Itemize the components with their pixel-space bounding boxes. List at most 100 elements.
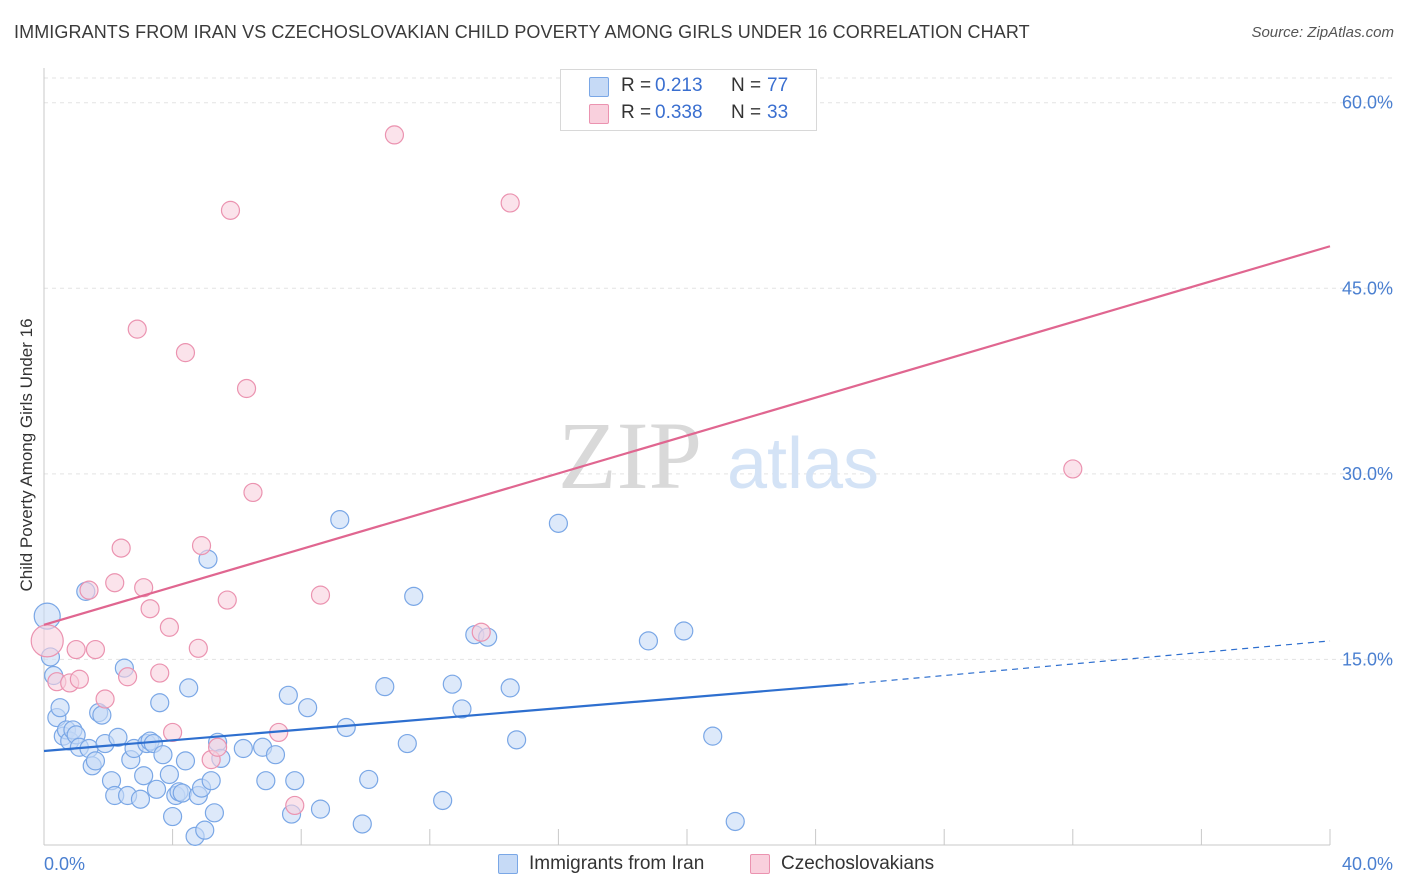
- x-tick-label-min: 0.0%: [44, 854, 85, 874]
- y-tick-label: 15.0%: [1342, 649, 1393, 669]
- iran-point: [298, 698, 318, 718]
- iran-point: [500, 678, 520, 698]
- czech-point: [243, 482, 263, 503]
- y-tick-label: 30.0%: [1342, 464, 1393, 484]
- iran-point: [330, 510, 350, 530]
- czech-point: [236, 378, 257, 399]
- data-points: [30, 125, 1083, 846]
- czech-point: [159, 617, 179, 637]
- czech-point: [69, 669, 89, 689]
- iran-point: [433, 790, 453, 811]
- iran-point: [507, 730, 527, 750]
- legend-r-value: 0.213: [655, 75, 703, 96]
- y-axis-label: Child Poverty Among Girls Under 16: [17, 318, 36, 591]
- iran-point: [134, 766, 154, 786]
- watermark-zip: ZIP: [558, 402, 702, 509]
- legend-swatch-czech: [589, 104, 609, 124]
- chart-title: IMMIGRANTS FROM IRAN VS CZECHOSLOVAKIAN …: [14, 22, 1030, 42]
- iran-point: [85, 751, 106, 771]
- trend-lines: [43, 245, 1331, 753]
- grid: [44, 77, 1392, 660]
- iran-point: [172, 783, 192, 803]
- legend-n-label: N =: [731, 102, 762, 123]
- stats-legend: R = 0.213 N = 77 R = 0.338 N = 33: [560, 69, 817, 131]
- czech-point: [111, 538, 131, 558]
- czech-point: [105, 573, 125, 593]
- axes: [43, 68, 1331, 846]
- iran-point: [674, 621, 694, 641]
- iran-point: [163, 806, 183, 827]
- czech-point: [175, 343, 196, 363]
- czech-point: [140, 599, 160, 619]
- bottom-legend-swatch-iran: [498, 854, 518, 874]
- iran-point: [175, 751, 196, 771]
- iran-point: [725, 811, 745, 832]
- iran-point: [179, 678, 199, 698]
- czech-point: [384, 125, 405, 145]
- iran-trend-line: [43, 683, 848, 753]
- iran-point: [130, 789, 151, 809]
- czech-point: [163, 722, 183, 743]
- czech-point: [208, 737, 228, 757]
- czech-point: [500, 193, 520, 213]
- czech-point: [285, 795, 305, 816]
- iran-point: [452, 699, 472, 719]
- iran-point: [359, 769, 379, 790]
- iran-point: [92, 705, 112, 725]
- iran-point: [638, 631, 659, 651]
- iran-trend-extension: [847, 640, 1331, 685]
- czech-point: [95, 689, 115, 709]
- czech-point: [79, 580, 99, 600]
- iran-point: [256, 771, 276, 791]
- legend-n-label: N =: [731, 75, 762, 96]
- iran-point: [265, 745, 286, 765]
- watermark-atlas: atlas: [727, 424, 879, 504]
- czech-point: [471, 622, 491, 642]
- iran-point: [404, 586, 424, 606]
- iran-point: [201, 771, 221, 791]
- czech-trend-line: [43, 245, 1331, 626]
- czech-point: [310, 585, 331, 605]
- iran-point: [278, 685, 298, 705]
- bottom-legend-swatch-czech: [750, 854, 770, 874]
- iran-point: [397, 733, 417, 754]
- iran-point: [703, 726, 723, 746]
- y-tick-label: 45.0%: [1342, 278, 1393, 298]
- czech-point: [134, 578, 154, 598]
- czech-point: [85, 639, 106, 660]
- chart-source: Source: ZipAtlas.com: [1251, 24, 1394, 41]
- iran-point: [352, 814, 372, 834]
- czech-point: [127, 319, 147, 339]
- iran-point: [375, 677, 395, 697]
- x-tick-label-max: 40.0%: [1342, 854, 1393, 874]
- czech-point: [117, 667, 138, 687]
- czech-point: [188, 638, 208, 658]
- iran-point: [548, 513, 569, 533]
- czech-point: [150, 663, 170, 683]
- iran-point: [150, 693, 170, 713]
- czech-point: [191, 536, 212, 556]
- iran-point: [442, 674, 462, 694]
- czech-point: [1063, 459, 1083, 479]
- legend-swatch-iran: [589, 77, 609, 97]
- legend-r-label: R =: [621, 102, 652, 123]
- czech-point: [220, 200, 241, 220]
- watermark: ZIP atlas: [558, 402, 879, 509]
- iran-point: [159, 764, 179, 785]
- bottom-legend-label-czech: Czechoslovakians: [781, 853, 935, 874]
- legend-r-label: R =: [621, 75, 652, 96]
- czech-point: [217, 590, 237, 610]
- legend-n-value: 33: [767, 102, 789, 123]
- czech-point: [66, 639, 86, 660]
- tick-labels: 15.0% 30.0% 45.0% 60.0% 0.0% 40.0%: [44, 93, 1393, 874]
- iran-point: [310, 799, 331, 819]
- iran-point: [233, 738, 253, 759]
- iran-point: [108, 727, 128, 747]
- bottom-legend-label-iran: Immigrants from Iran: [529, 853, 705, 874]
- iran-point: [195, 820, 215, 840]
- iran-point: [204, 803, 224, 823]
- czech-point: [30, 624, 64, 658]
- y-tick-label: 60.0%: [1342, 93, 1393, 113]
- legend-n-value: 77: [767, 75, 789, 96]
